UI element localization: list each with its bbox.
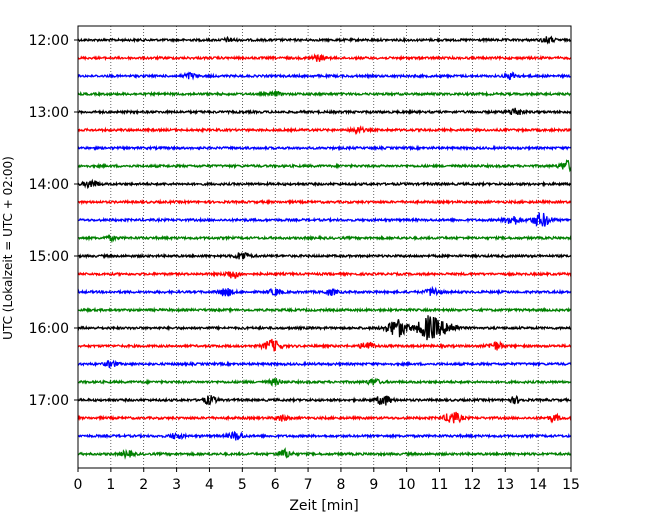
seismic-trace (77, 89, 572, 98)
seismic-trace (77, 359, 572, 369)
x-tick-label: 14 (529, 477, 547, 493)
x-tick-label: 5 (238, 477, 247, 493)
seismic-trace (77, 198, 572, 206)
x-tick-label: 9 (369, 477, 378, 493)
seismic-trace (77, 159, 572, 173)
seismic-trace (77, 125, 572, 136)
x-tick-label: 8 (336, 477, 345, 493)
seismic-trace (77, 52, 572, 62)
x-tick-label: 13 (496, 477, 514, 493)
y-tick-label: 14:00 (29, 177, 69, 193)
x-tick-label: 11 (431, 477, 449, 493)
seismic-trace (77, 178, 572, 190)
x-axis-label: Zeit [min] (289, 498, 358, 514)
seismic-trace (77, 377, 572, 387)
seismic-trace (77, 394, 572, 406)
x-tick-label: 7 (304, 477, 313, 493)
y-axis-label: UTC (Lokalzeit = UTC + 02:00) (1, 156, 15, 340)
plot-frame (77, 25, 572, 469)
seismic-trace (77, 251, 572, 260)
x-tick-label: 10 (398, 477, 416, 493)
y-tick-label: 13:00 (29, 105, 69, 121)
seismic-trace (77, 315, 572, 341)
seismic-trace (77, 71, 572, 81)
y-tick-label: 16:00 (29, 321, 69, 337)
seismic-trace (77, 411, 572, 424)
traces-group (77, 35, 572, 460)
x-tick-label: 1 (106, 477, 115, 493)
seismic-trace (77, 447, 572, 460)
seismic-trace (77, 306, 572, 314)
x-tick-label: 0 (74, 477, 83, 493)
seismic-trace (77, 107, 572, 116)
seismic-trace (77, 35, 572, 45)
seismic-trace (77, 285, 572, 297)
x-axis-ticks: 0 1 2 3 4 5 6 7 8 9 10 11 12 13 14 15 (74, 468, 580, 493)
seismic-trace (77, 430, 572, 441)
y-tick-label: 17:00 (29, 393, 69, 409)
seismic-trace (77, 338, 572, 352)
x-tick-label: 15 (562, 477, 580, 493)
x-tick-label: 2 (139, 477, 148, 493)
x-tick-label: 12 (463, 477, 481, 493)
seismic-trace (77, 233, 572, 243)
seismic-trace (77, 270, 572, 280)
x-tick-label: 3 (172, 477, 181, 493)
seismic-trace (77, 144, 572, 152)
y-tick-label: 12:00 (29, 33, 69, 49)
y-axis-ticks: 12:00 13:00 14:00 15:00 16:00 17:00 (29, 33, 78, 409)
seismic-trace (77, 212, 572, 227)
y-tick-label: 15:00 (29, 249, 69, 265)
x-tick-label: 4 (205, 477, 214, 493)
x-tick-label: 6 (271, 477, 280, 493)
